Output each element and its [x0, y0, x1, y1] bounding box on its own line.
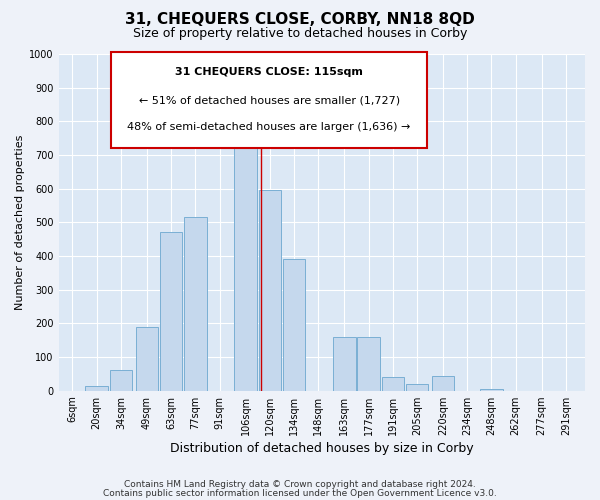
Bar: [283, 260, 305, 390]
Bar: [406, 384, 428, 390]
X-axis label: Distribution of detached houses by size in Corby: Distribution of detached houses by size …: [170, 442, 473, 455]
Bar: [136, 326, 158, 390]
Text: Contains public sector information licensed under the Open Government Licence v3: Contains public sector information licen…: [103, 488, 497, 498]
Text: ← 51% of detached houses are smaller (1,727): ← 51% of detached houses are smaller (1,…: [139, 96, 400, 106]
Y-axis label: Number of detached properties: Number of detached properties: [15, 134, 25, 310]
Bar: [110, 370, 132, 390]
Bar: [333, 337, 356, 390]
Bar: [85, 386, 108, 390]
Bar: [357, 337, 380, 390]
Text: 31 CHEQUERS CLOSE: 115sqm: 31 CHEQUERS CLOSE: 115sqm: [175, 66, 363, 76]
Text: 31, CHEQUERS CLOSE, CORBY, NN18 8QD: 31, CHEQUERS CLOSE, CORBY, NN18 8QD: [125, 12, 475, 28]
Bar: [382, 377, 404, 390]
Bar: [184, 218, 206, 390]
Bar: [235, 136, 257, 390]
Bar: [480, 389, 503, 390]
Bar: [160, 232, 182, 390]
Text: 48% of semi-detached houses are larger (1,636) →: 48% of semi-detached houses are larger (…: [127, 122, 411, 132]
Bar: [259, 190, 281, 390]
Bar: [432, 376, 454, 390]
Text: Contains HM Land Registry data © Crown copyright and database right 2024.: Contains HM Land Registry data © Crown c…: [124, 480, 476, 489]
FancyBboxPatch shape: [111, 52, 427, 148]
Text: Size of property relative to detached houses in Corby: Size of property relative to detached ho…: [133, 28, 467, 40]
